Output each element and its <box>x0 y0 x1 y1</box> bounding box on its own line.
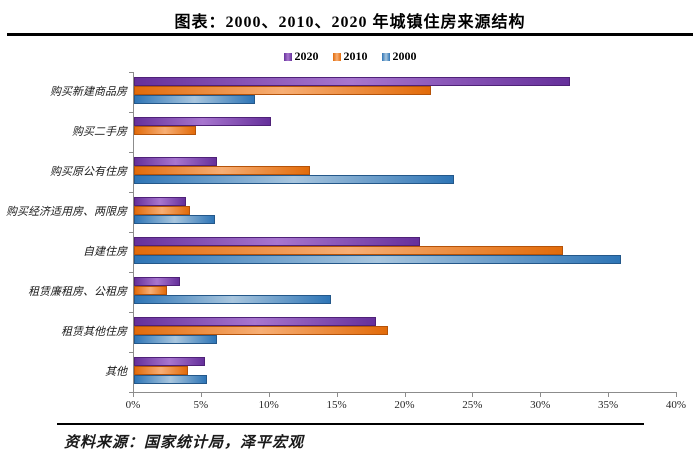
legend-item-2000: 2000 <box>381 49 417 64</box>
bar-2000 <box>134 175 455 184</box>
category-label: 自建住房 <box>83 246 127 258</box>
bar-2000 <box>134 295 331 304</box>
bar-2000 <box>134 215 216 224</box>
footer-divider <box>57 423 644 425</box>
bar-group <box>134 357 677 384</box>
bar-2020 <box>134 157 217 166</box>
bar-group <box>134 117 677 144</box>
legend-label: 2020 <box>294 49 319 63</box>
x-tick-label: 40% <box>665 399 687 411</box>
x-axis <box>129 392 677 393</box>
y-tick <box>129 232 133 233</box>
title-divider <box>7 33 693 36</box>
x-tick-label: 5% <box>193 399 209 411</box>
bar-2010 <box>134 86 432 95</box>
bar-group <box>134 317 677 344</box>
x-tick <box>268 393 270 397</box>
x-tick <box>676 393 677 397</box>
category-group: 租赁其他住房 <box>61 312 677 352</box>
bar-2010 <box>134 206 190 215</box>
category-group: 购买原公有住房 <box>50 152 677 192</box>
chart-title: 图表：2000、2010、2020 年城镇住房来源结构 <box>174 14 526 31</box>
x-tick-label: 20% <box>394 399 415 411</box>
x-tick <box>200 393 202 397</box>
y-tick <box>129 112 133 113</box>
bar-2020 <box>134 317 376 326</box>
legend-swatch-icon <box>381 52 390 61</box>
category-label: 购买二手房 <box>72 126 127 138</box>
legend-item-2010: 2010 <box>332 49 368 64</box>
bar-2020 <box>134 77 570 86</box>
category-label: 其他 <box>105 366 127 378</box>
bar-2020 <box>134 277 181 286</box>
category-label: 购买经济适用房、两限房 <box>6 206 127 218</box>
category-label: 购买原公有住房 <box>50 166 127 178</box>
legend-swatch-icon <box>332 52 341 61</box>
bar-2010 <box>134 166 311 175</box>
x-tick-label: 0% <box>125 399 141 411</box>
source-note: 资料来源：国家统计局，泽平宏观 <box>64 435 305 451</box>
bar-2010 <box>134 326 388 335</box>
x-tick <box>472 393 474 397</box>
category-group: 购买新建商品房 <box>50 72 677 112</box>
legend-label: 2010 <box>343 49 368 63</box>
x-tick-label: 30% <box>530 399 551 411</box>
bar-2020 <box>134 197 186 206</box>
category-label: 购买新建商品房 <box>50 86 127 98</box>
category-group: 其他 <box>105 352 677 392</box>
category-label: 租赁其他住房 <box>61 326 127 338</box>
bar-2000 <box>134 95 255 104</box>
bar-2010 <box>134 126 197 135</box>
y-axis <box>133 72 134 393</box>
bar-2010 <box>134 366 189 375</box>
plot-area: 购买新建商品房购买二手房购买原公有住房购买经济适用房、两限房自建住房租赁廉租房、… <box>6 72 686 411</box>
x-tick <box>608 393 610 397</box>
legend-swatch-icon <box>283 52 292 61</box>
category-group: 租赁廉租房、公租房 <box>28 272 677 312</box>
legend-item-2020: 2020 <box>283 49 319 64</box>
legend: 2020 2010 2000 <box>0 49 700 64</box>
bar-2000 <box>134 375 208 384</box>
y-tick <box>129 192 133 193</box>
y-tick <box>129 72 133 73</box>
bar-2000 <box>134 335 217 344</box>
category-label: 租赁廉租房、公租房 <box>28 286 127 298</box>
bar-2020 <box>134 237 421 246</box>
bar-group <box>134 277 677 304</box>
x-tick-label: 15% <box>326 399 347 411</box>
x-tick <box>540 393 542 397</box>
category-group: 自建住房 <box>83 232 677 272</box>
x-tick <box>336 393 338 397</box>
x-tick <box>404 393 406 397</box>
y-tick <box>129 392 133 393</box>
bar-2020 <box>134 117 272 126</box>
x-tick-label: 10% <box>258 399 279 411</box>
y-tick <box>129 312 133 313</box>
legend-label: 2000 <box>392 49 417 63</box>
bar-group <box>134 197 677 224</box>
y-tick <box>129 272 133 273</box>
x-tick-label: 25% <box>462 399 483 411</box>
category-group: 购买二手房 <box>72 112 677 152</box>
y-tick <box>129 152 133 153</box>
bar-2020 <box>134 357 205 366</box>
x-tick <box>133 393 134 397</box>
category-group: 购买经济适用房、两限房 <box>6 192 677 232</box>
bar-2010 <box>134 246 563 255</box>
x-tick-label: 35% <box>598 399 619 411</box>
y-tick <box>129 352 133 353</box>
bar-group <box>134 157 677 184</box>
bar-2010 <box>134 286 167 295</box>
bar-2000 <box>134 255 622 264</box>
bar-group <box>134 77 677 104</box>
bar-group <box>134 237 677 264</box>
